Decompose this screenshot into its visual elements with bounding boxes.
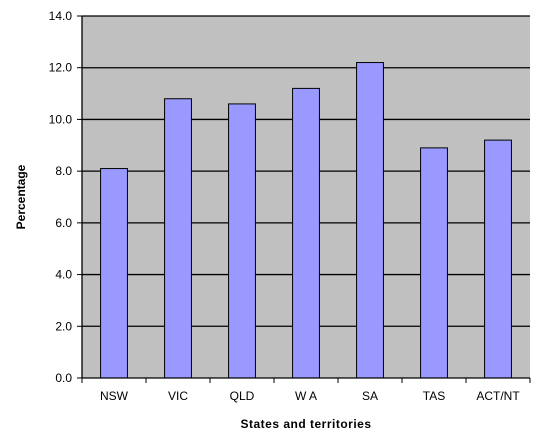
y-tick-label: 14.0 [49,9,73,23]
x-axis-title: States and territories [240,417,371,431]
x-tick-label: NSW [100,389,129,403]
y-axis-ticks: 0.0 2.0 4.0 6.0 8.0 10.0 12.0 14.0 [49,9,82,385]
y-tick-label: 12.0 [49,61,73,75]
bar-qld [228,103,256,379]
bar-nsw [100,168,128,379]
x-tick-label: TAS [423,389,445,403]
x-tick-label: SA [362,389,378,403]
y-tick-label: 6.0 [55,216,72,230]
x-tick-label: QLD [230,389,255,403]
y-tick-label: 10.0 [49,112,73,126]
x-tick-label: W A [295,389,317,403]
x-tick-label: VIC [168,389,188,403]
y-tick-label: 8.0 [55,164,72,178]
y-tick-label: 4.0 [55,268,72,282]
y-axis-title: Percentage [14,164,28,229]
bar-tas [420,147,448,379]
bar-sa [356,62,384,379]
x-tick-label: ACT/NT [476,389,520,403]
bar-wa [292,87,320,379]
y-tick-label: 2.0 [55,319,72,333]
bar-vic [164,98,192,379]
bar-actnt [484,139,512,379]
x-axis-ticks: NSW VIC QLD W A SA TAS ACT/NT [81,378,531,403]
axes [81,16,530,379]
y-tick-label: 0.0 [55,371,72,385]
